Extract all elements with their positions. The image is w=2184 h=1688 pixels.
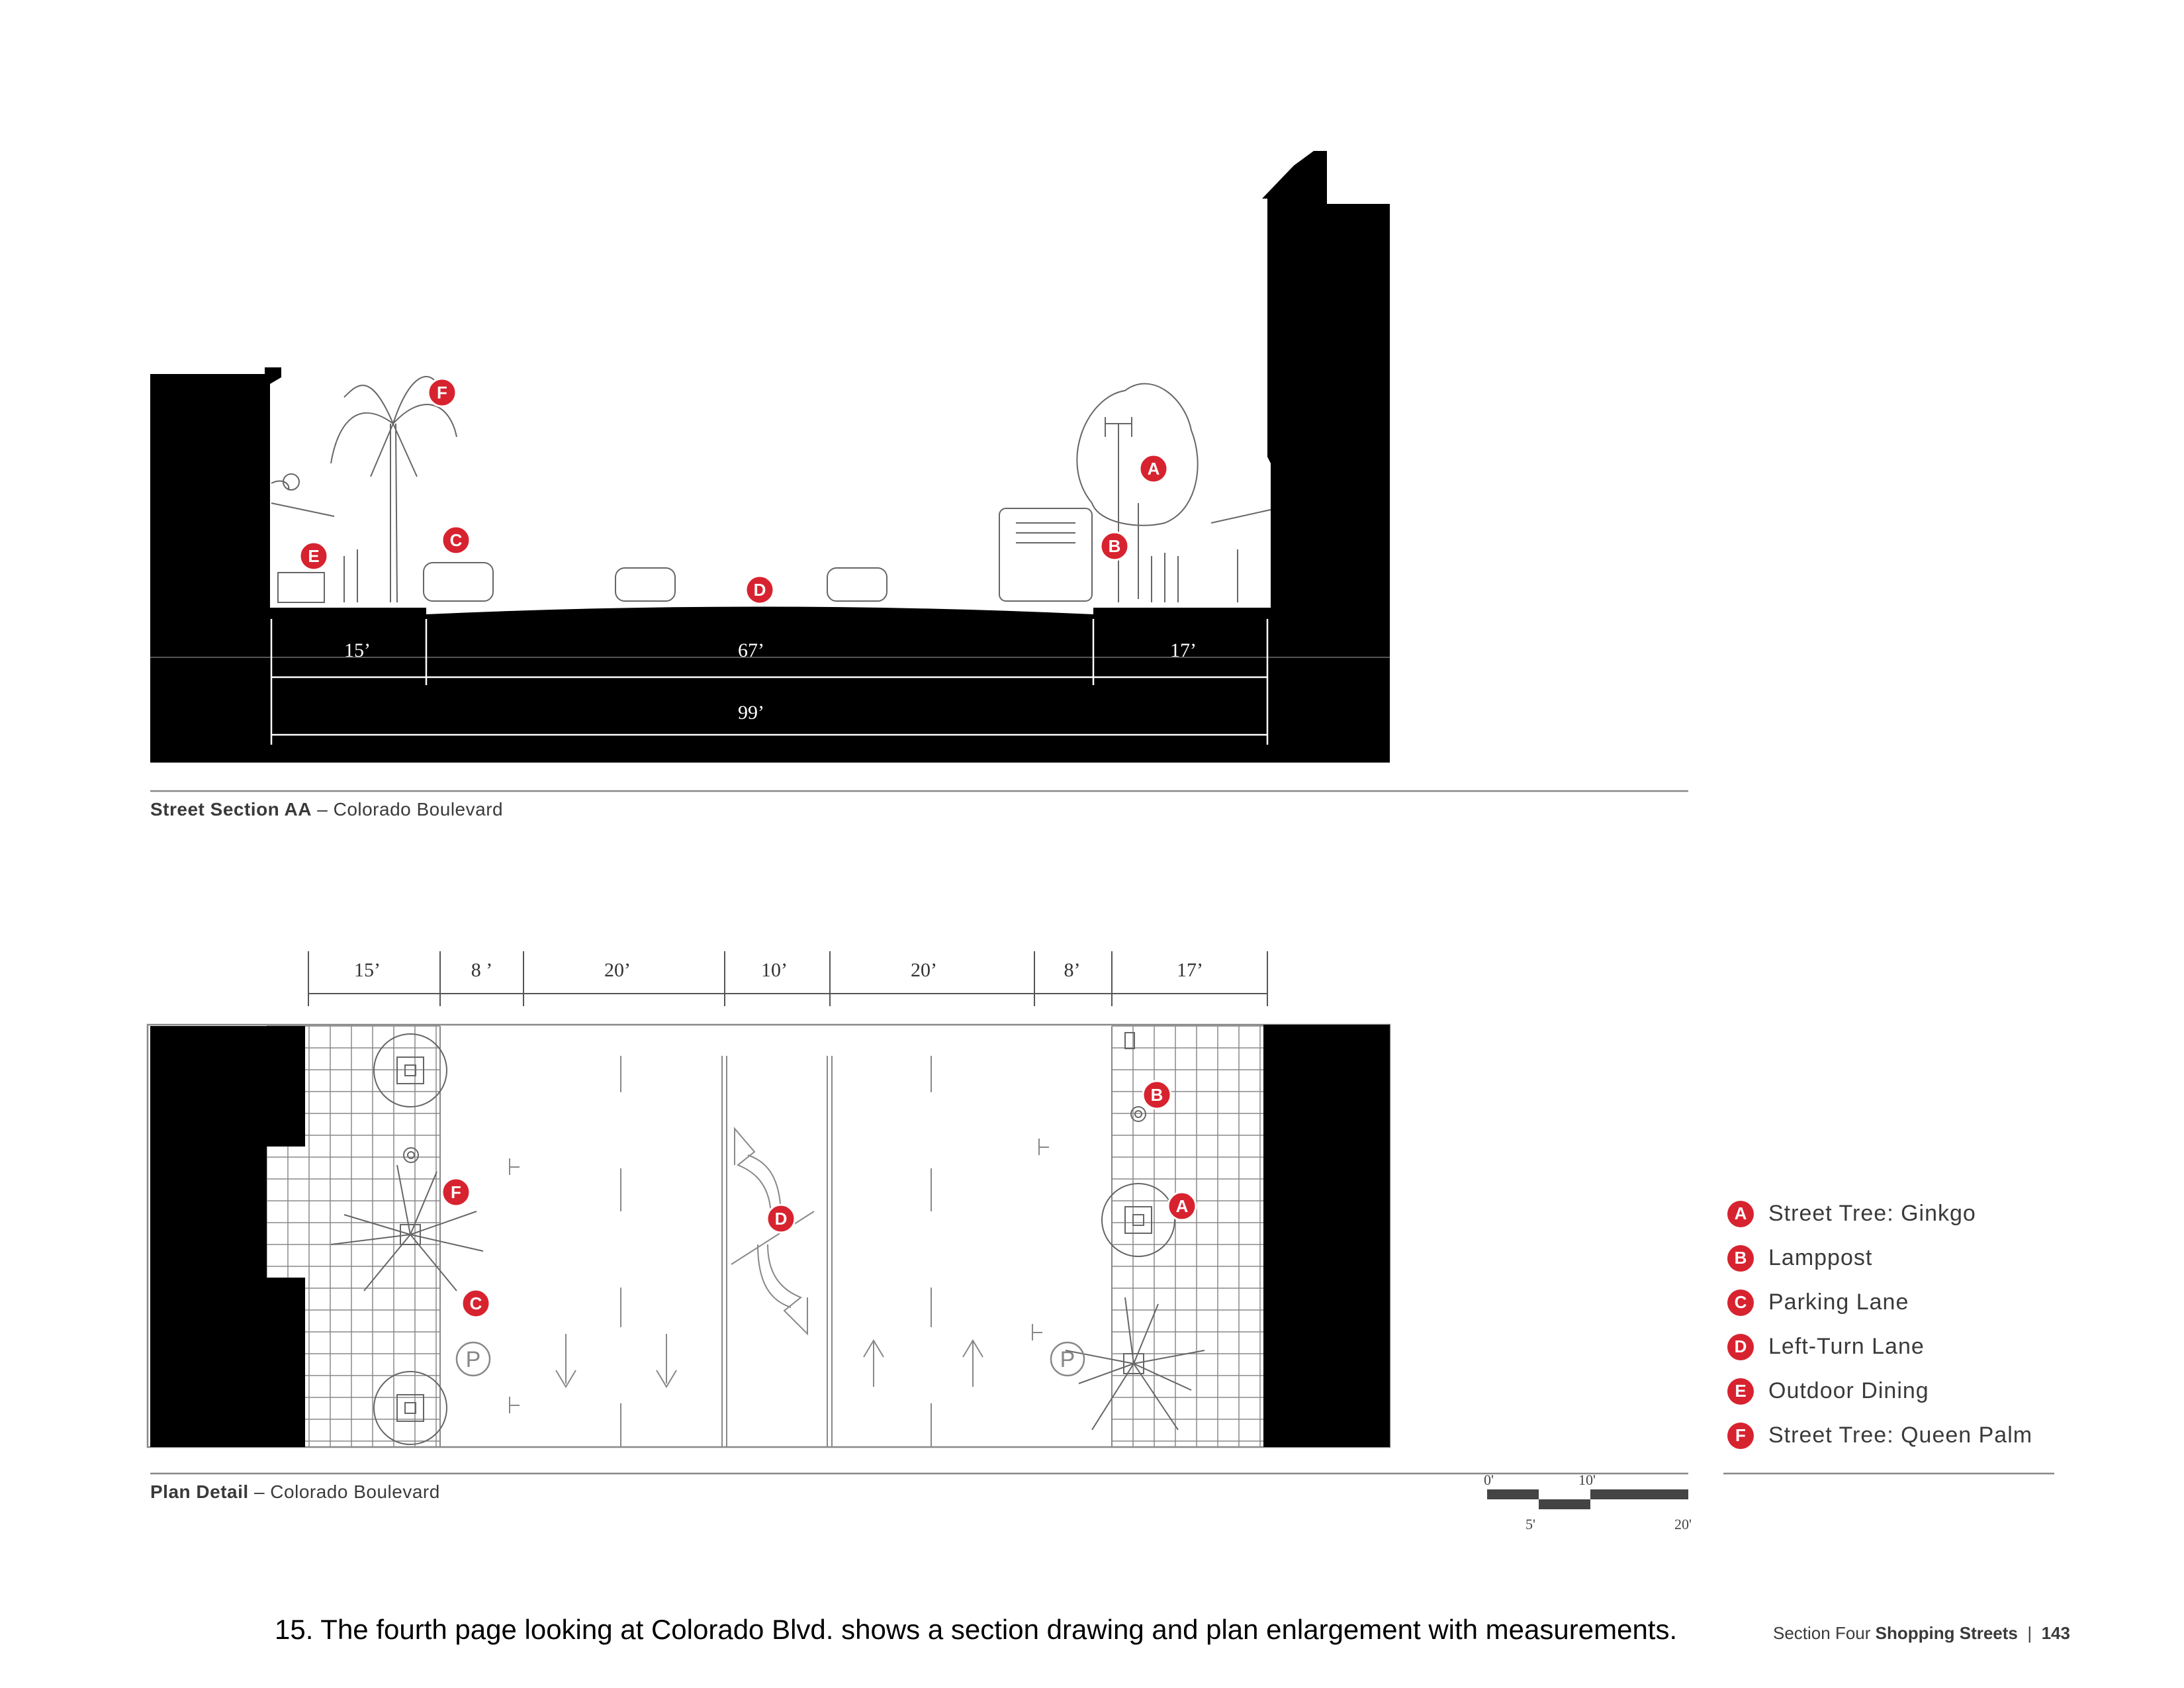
plan-dim: 17’ (1177, 959, 1203, 981)
svg-text:A: A (1148, 459, 1160, 479)
right-building-plan (1263, 1025, 1390, 1447)
marker-C-icon: C (1727, 1289, 1754, 1316)
lamppost-icon (1105, 417, 1132, 602)
svg-text:D: D (775, 1209, 788, 1229)
page-folio: Section Four Shopping Streets | 143 (1773, 1623, 2070, 1643)
svg-text:20': 20' (1674, 1516, 1692, 1532)
arrow-up-icon (962, 1339, 983, 1387)
legend-item: B Lamppost (1723, 1236, 2054, 1280)
svg-text:0': 0' (1484, 1472, 1494, 1488)
ginkgo-tree-icon (1101, 1183, 1175, 1257)
parking-symbol: P P (455, 1341, 1085, 1377)
bus-icon (999, 508, 1093, 602)
queen-palm-icon (330, 375, 457, 603)
marker-B-icon: B (1727, 1244, 1754, 1272)
legend-item: D Left-Turn Lane (1723, 1325, 2054, 1369)
plan-dim: 10’ (761, 959, 788, 981)
svg-text:5': 5' (1525, 1516, 1535, 1532)
legend: A Street Tree: Ginkgo B Lamppost C Parking … (1723, 1192, 2054, 1458)
marker-A-icon: A (1727, 1200, 1754, 1227)
queen-palm-icon (330, 1164, 484, 1291)
svg-text:B: B (1109, 536, 1121, 556)
plan-dim: 8’ (1064, 959, 1081, 981)
svg-text:C: C (470, 1293, 482, 1313)
plan-detail: 15’ 8 ’ 20’ 10’ 20’ 8’ 17’ (146, 951, 1391, 1448)
svg-text:P: P (466, 1347, 481, 1372)
street-section: 15’ 67’ 17’ 99’ F A C E B D (150, 151, 1390, 763)
outdoor-dining-icon (277, 572, 325, 603)
dim-roadway: 67’ (738, 639, 764, 661)
ginkgo-tree-icon (373, 1033, 447, 1107)
section-caption: Street Section AA – Colorado Boulevard (150, 799, 504, 820)
legend-item: C Parking Lane (1723, 1280, 2054, 1325)
marker-E-icon: E (1727, 1378, 1754, 1405)
svg-text:P: P (1060, 1347, 1075, 1372)
legend-item: A Street Tree: Ginkgo (1723, 1192, 2054, 1236)
ground (150, 605, 1390, 763)
plan-dim: 20’ (911, 959, 937, 981)
svg-text:E: E (308, 546, 319, 566)
section-markers: F A C E B D (298, 377, 1169, 605)
ginkgo-tree-icon (1076, 383, 1199, 599)
marker-A: A (1138, 453, 1169, 484)
ginkgo-tree-icon (373, 1371, 447, 1445)
lamppost-icon (1130, 1106, 1146, 1122)
page-number: 143 (2041, 1623, 2070, 1643)
plan-dim: 15’ (354, 959, 381, 981)
svg-text:B: B (1151, 1085, 1163, 1105)
dim-total: 99’ (738, 702, 764, 724)
svg-text:F: F (451, 1182, 461, 1202)
svg-text:A: A (1176, 1196, 1189, 1216)
left-turn-arrow-icon (757, 1244, 808, 1336)
car-icon (827, 567, 887, 602)
arrow-up-icon (863, 1339, 884, 1387)
pedestrians-icon (343, 549, 1238, 602)
plan-caption: Plan Detail – Colorado Boulevard (150, 1481, 440, 1502)
left-building (150, 367, 281, 605)
parked-car-icon (423, 562, 494, 602)
legend-item: F Street Tree: Queen Palm (1723, 1413, 2054, 1458)
marker-B: B (1099, 531, 1130, 561)
marker-C: C (441, 525, 471, 555)
left-building-plan (150, 1026, 305, 1447)
marker-F: F (441, 1177, 471, 1207)
dim-right-sidewalk: 17’ (1170, 639, 1197, 661)
marker-E: E (298, 541, 329, 571)
scale-bar: 0' 10' 5' 20' (1484, 1472, 1692, 1532)
legend-item: E Outdoor Dining (1723, 1369, 2054, 1413)
marker-B: B (1142, 1080, 1172, 1110)
lane-markings (439, 1026, 1113, 1447)
marker-F-icon: F (1727, 1422, 1754, 1449)
arrow-down-icon (555, 1334, 576, 1388)
plan-illustrations (330, 1032, 1205, 1445)
section-dimensions (270, 619, 1269, 745)
figure-caption: 15. The fourth page looking at Colorado … (275, 1614, 1678, 1645)
marker-F: F (427, 377, 457, 408)
marker-A: A (1167, 1191, 1197, 1221)
arrow-down-icon (656, 1334, 677, 1388)
plan-dim: 8 ’ (471, 959, 493, 981)
plan-dim: 20’ (604, 959, 631, 981)
awning-icon (271, 480, 335, 517)
marker-C: C (461, 1288, 491, 1319)
plan-dimensions (308, 951, 1268, 1006)
right-building (1262, 151, 1390, 605)
section-illustrations (271, 375, 1271, 603)
marker-D-icon: D (1727, 1333, 1754, 1360)
car-icon (615, 567, 676, 602)
plan-markers: B F A D C (441, 1080, 1197, 1319)
svg-text:D: D (754, 580, 766, 600)
left-turn-arrow-icon (734, 1127, 782, 1219)
marker-D: D (745, 575, 775, 605)
svg-text:C: C (450, 530, 463, 550)
dim-left-sidewalk: 15’ (344, 639, 371, 661)
queen-palm-icon (1065, 1297, 1205, 1430)
svg-text:F: F (437, 383, 447, 402)
svg-text:10': 10' (1578, 1472, 1596, 1488)
lamppost-icon (403, 1147, 419, 1163)
marker-D: D (766, 1203, 796, 1234)
